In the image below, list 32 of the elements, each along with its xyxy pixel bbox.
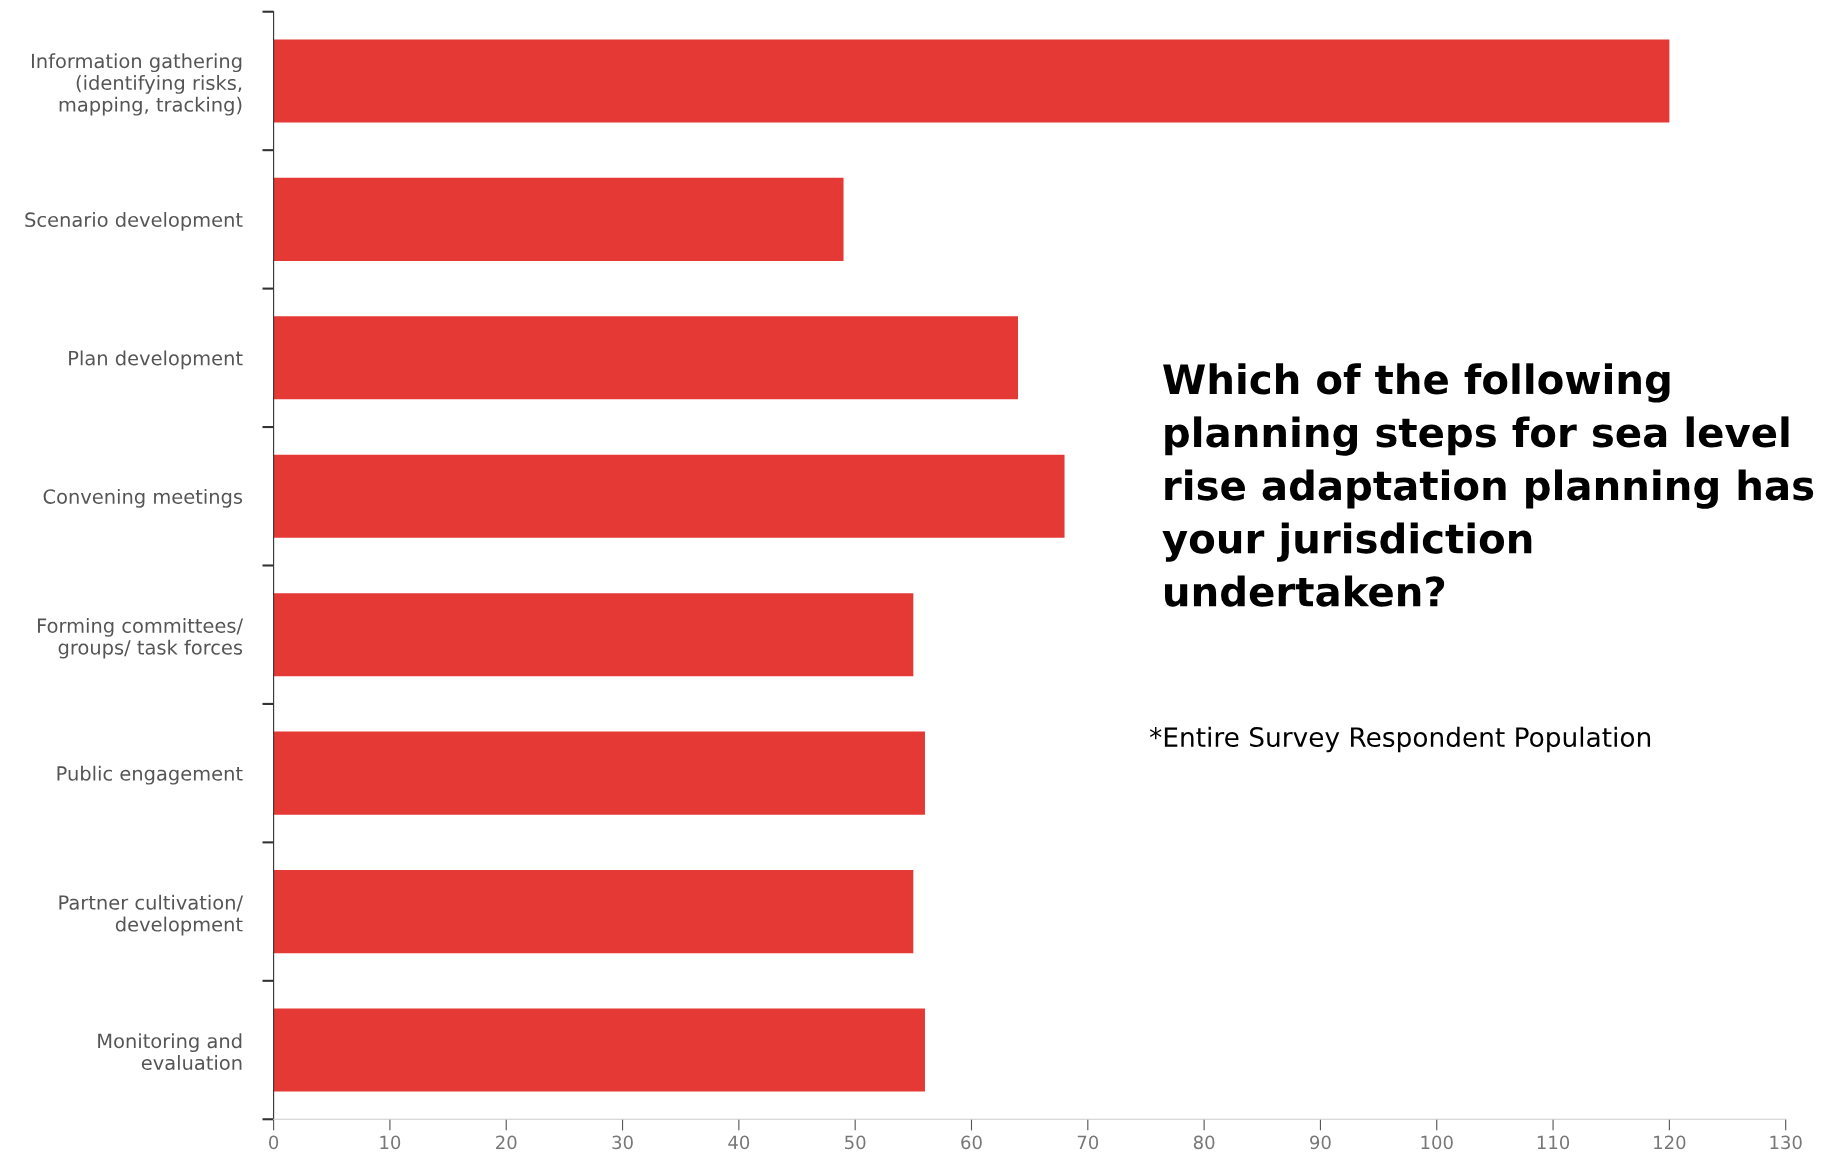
y-tick-label: Convening meetings xyxy=(43,488,243,508)
annotation: *Entire Survey Respondent Population xyxy=(1149,726,1651,753)
x-tick-label: 130 xyxy=(1770,1135,1802,1150)
y-tick-label: Information gathering (identifying risks, mapping, tracking) xyxy=(31,53,242,116)
x-tick-label: 100 xyxy=(1421,1135,1453,1150)
y-tick-label: Forming committees/ groups/ task forces xyxy=(38,617,244,659)
y-tick-label: Monitoring and evaluation xyxy=(98,1033,242,1071)
x-tick-label: 0 xyxy=(269,1135,279,1150)
bar xyxy=(273,731,925,815)
bar xyxy=(273,870,914,954)
y-tick-label: Scenario development xyxy=(25,212,243,231)
x-tick-label: 110 xyxy=(1537,1135,1570,1150)
x-tick-label: 10 xyxy=(380,1135,401,1150)
y-tick-label: Partner cultivation/ development xyxy=(59,894,244,936)
bar xyxy=(273,1008,925,1092)
bar xyxy=(273,454,1065,538)
y-tick-label: Plan development xyxy=(69,350,243,370)
x-tick-label: 40 xyxy=(728,1135,750,1150)
bar xyxy=(273,39,1670,123)
bar xyxy=(273,593,914,677)
x-tick-label: 120 xyxy=(1654,1135,1686,1150)
x-tick-label: 90 xyxy=(1310,1135,1331,1150)
x-tick-label: 80 xyxy=(1193,1135,1215,1150)
bar xyxy=(273,316,1019,400)
x-tick-label: 50 xyxy=(845,1135,866,1150)
y-tick-label: Public engagement xyxy=(57,765,243,785)
x-tick-label: 20 xyxy=(496,1135,517,1150)
x-tick-label: 70 xyxy=(1077,1135,1099,1150)
text: Which of the following planning steps for sea level rise adaptation planning has your jurisdiction undertaken? xyxy=(1162,363,1814,607)
x-tick-label: 60 xyxy=(961,1135,982,1150)
x-tick-label: 30 xyxy=(612,1135,633,1150)
bar xyxy=(273,177,844,261)
